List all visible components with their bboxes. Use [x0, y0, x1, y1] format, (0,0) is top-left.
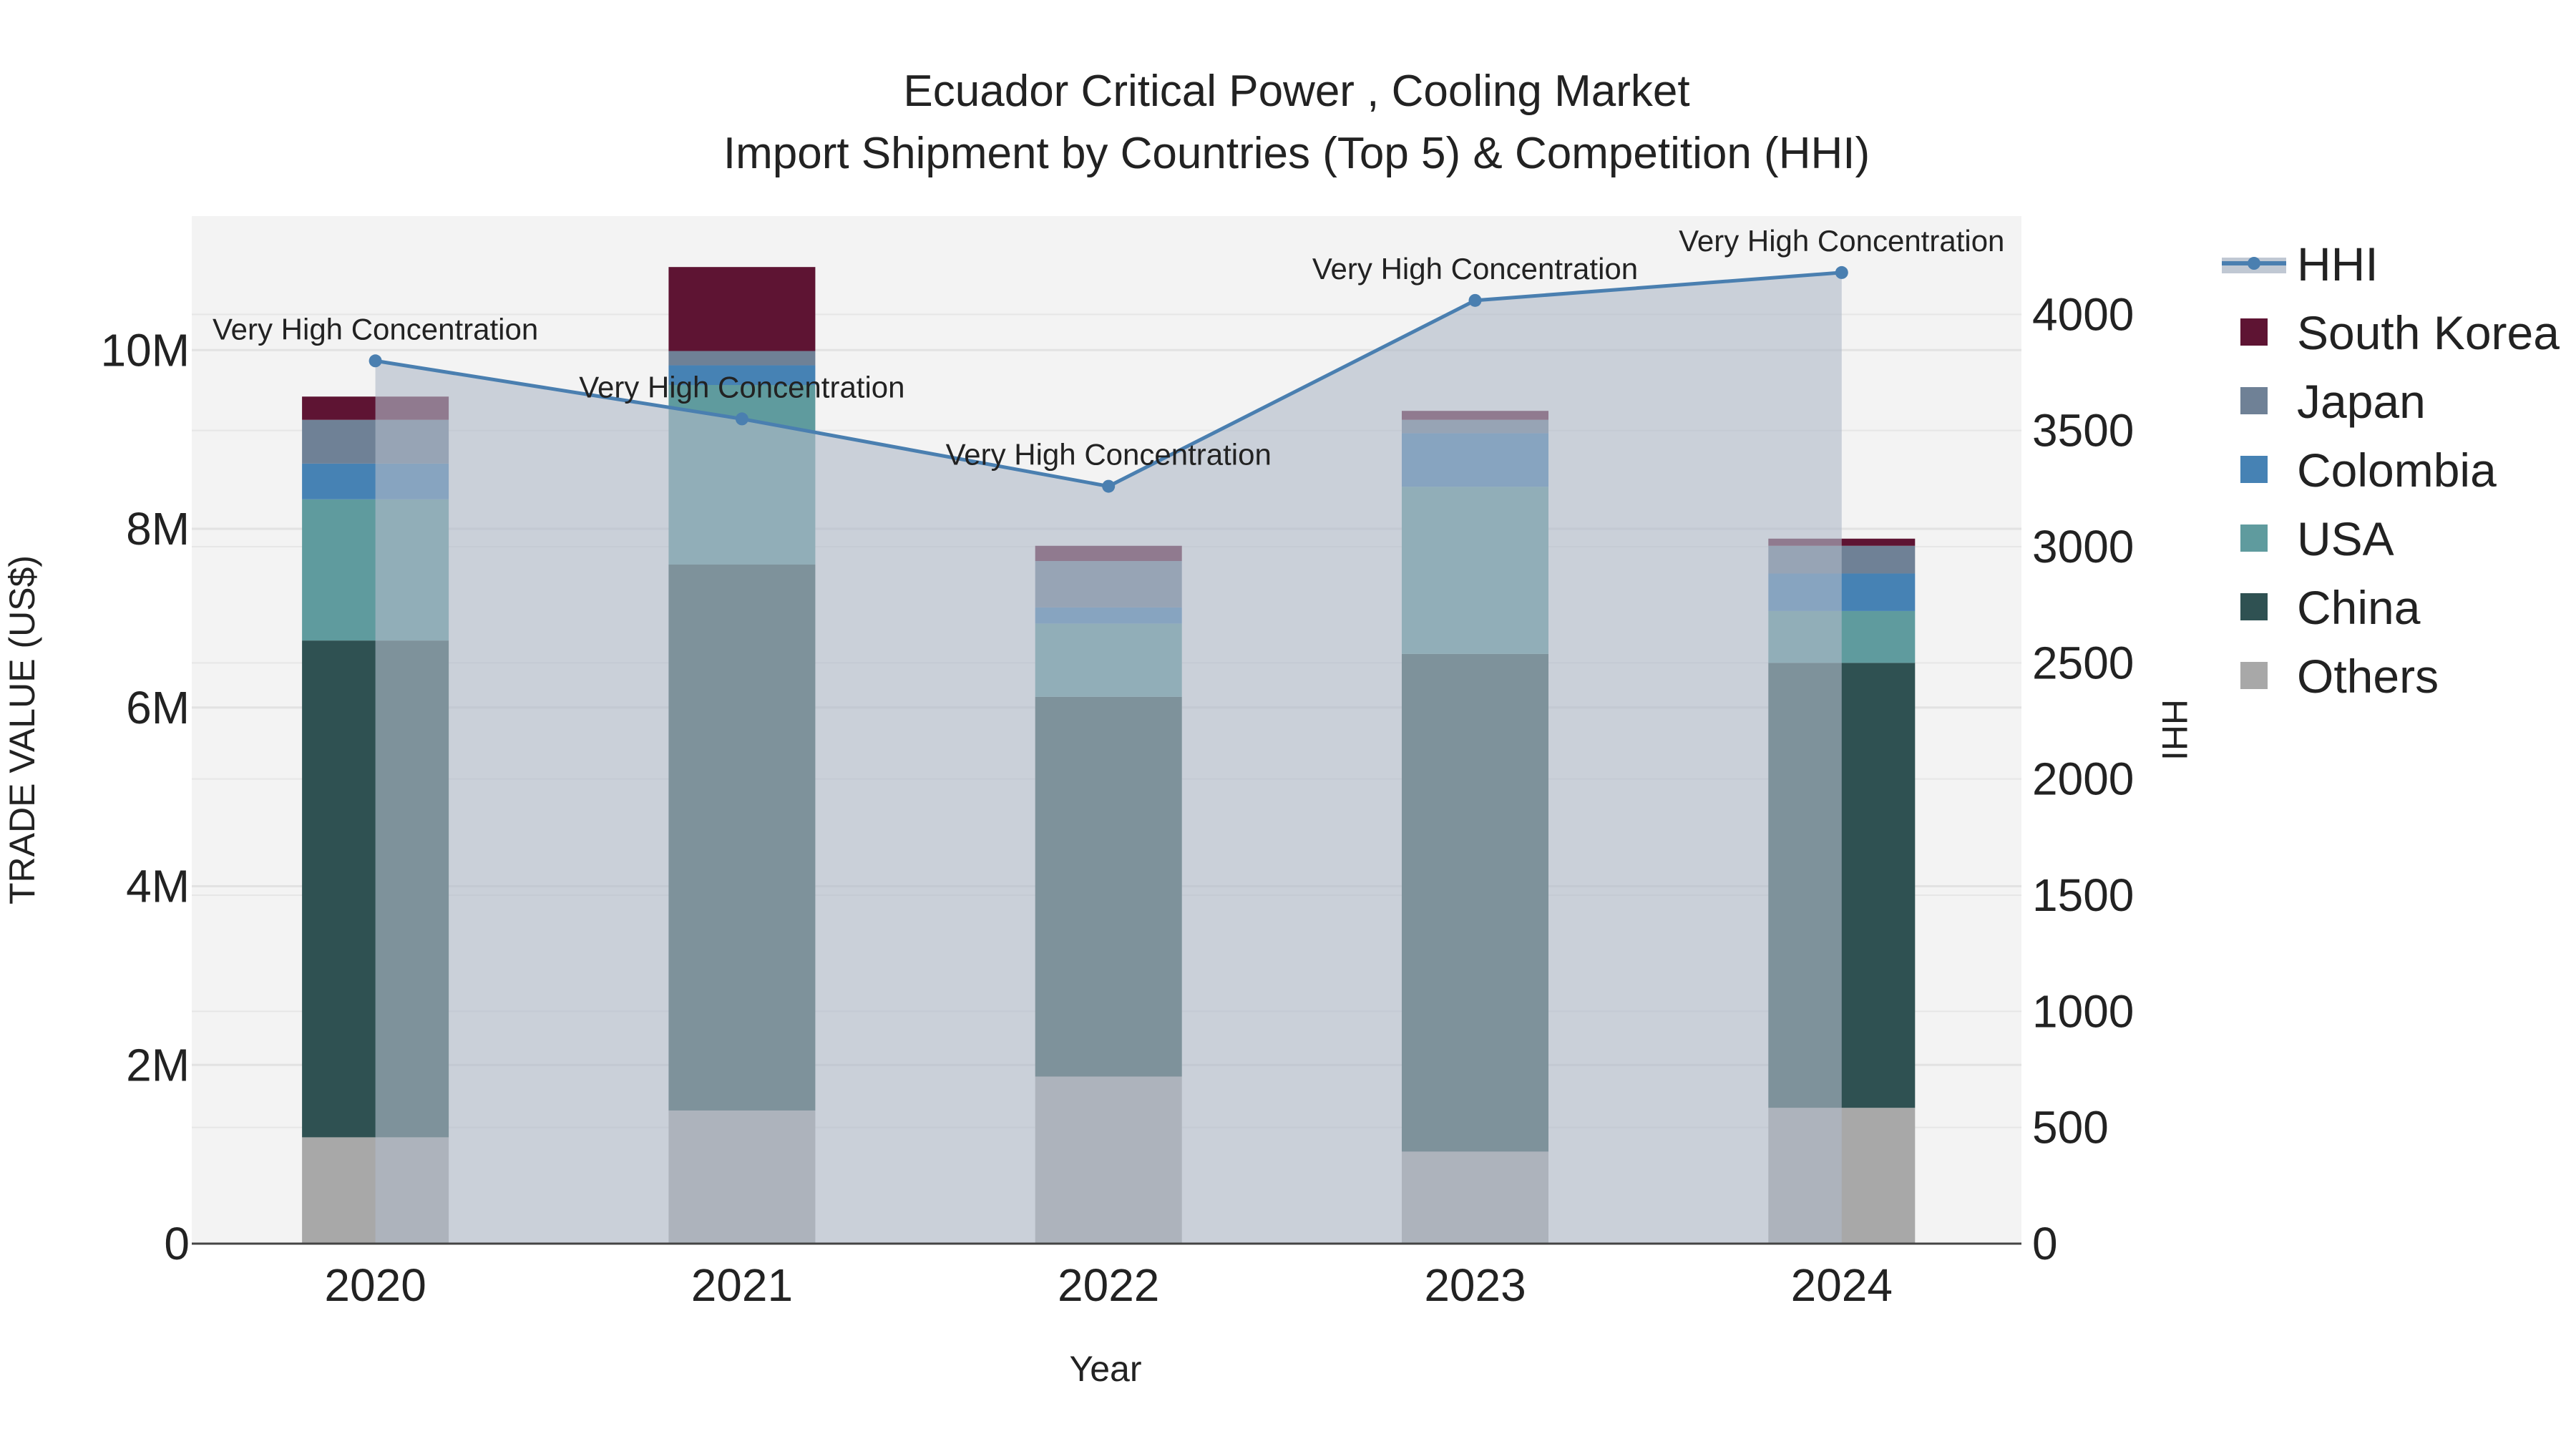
legend-swatch-colombia — [2240, 456, 2268, 483]
annotation-layer: Very High Concentration Very High Concent… — [213, 224, 2004, 472]
chart-subtitle: Import Shipment by Countries (Top 5) & C… — [723, 129, 1870, 178]
x-axis-ticks: 2020 2021 2022 2023 2024 — [324, 1259, 1893, 1311]
hhi-annotation: Very High Concentration — [946, 438, 1272, 472]
y2-tick-label: 1000 — [2032, 985, 2134, 1037]
hhi-annotation: Very High Concentration — [579, 370, 904, 404]
y-tick-label: 6M — [126, 682, 190, 733]
legend-swatch-china — [2240, 593, 2268, 620]
x-axis-title: Year — [1069, 1349, 1141, 1389]
x-tick-label: 2020 — [324, 1259, 426, 1311]
hhi-annotation: Very High Concentration — [213, 312, 538, 346]
legend-swatch-japan — [2240, 387, 2268, 414]
legend-label: Colombia — [2297, 444, 2497, 497]
legend-swatch-south-korea — [2240, 318, 2268, 346]
y2-tick-label: 4000 — [2032, 288, 2134, 340]
x-tick-label: 2023 — [1424, 1259, 1526, 1311]
y2-axis-title: HHI — [2155, 699, 2195, 761]
y2-tick-label: 3000 — [2032, 521, 2134, 572]
y2-axis-ticks: 0 500 1000 1500 2000 2500 3000 3500 4000 — [2032, 288, 2134, 1269]
legend-label: Japan — [2297, 375, 2426, 428]
hhi-annotation: Very High Concentration — [1679, 224, 2004, 258]
hhi-area-layer — [375, 272, 1842, 1244]
y-tick-label: 8M — [126, 503, 190, 555]
y2-tick-label: 2500 — [2032, 637, 2134, 688]
legend-label: Others — [2297, 650, 2439, 703]
y-tick-label: 2M — [126, 1039, 190, 1091]
chart-title: Ecuador Critical Power , Cooling Market — [903, 67, 1689, 116]
hhi-marker — [369, 354, 382, 368]
hhi-marker — [1468, 293, 1482, 307]
y2-tick-label: 500 — [2032, 1102, 2109, 1153]
hhi-line-layer — [369, 265, 1848, 493]
y2-tick-label: 2000 — [2032, 753, 2134, 805]
x-tick-label: 2024 — [1791, 1259, 1893, 1311]
y-axis-ticks: 0 2M 4M 6M 8M 10M — [101, 324, 190, 1269]
legend-label: China — [2297, 581, 2421, 634]
hhi-area — [375, 272, 1842, 1244]
legend-swatch-hhi-marker — [2248, 257, 2260, 270]
y2-tick-label: 3500 — [2032, 405, 2134, 457]
x-tick-label: 2021 — [691, 1259, 793, 1311]
hhi-marker — [1102, 479, 1116, 493]
hhi-marker — [1835, 265, 1848, 279]
y-axis-title: TRADE VALUE (US$) — [2, 555, 42, 904]
legend-swatch-usa — [2240, 525, 2268, 552]
y-tick-label: 0 — [164, 1218, 190, 1269]
legend-swatch-others — [2240, 662, 2268, 689]
y2-tick-label: 0 — [2032, 1218, 2058, 1269]
legend-label: USA — [2297, 512, 2394, 565]
bar-south-korea — [668, 267, 816, 351]
hhi-annotation: Very High Concentration — [1312, 252, 1638, 286]
y-tick-label: 4M — [126, 861, 190, 912]
legend: HHI South Korea Japan Colombia USA China Other… — [2222, 238, 2560, 703]
legend-label: South Korea — [2297, 306, 2560, 359]
x-tick-label: 2022 — [1058, 1259, 1159, 1311]
bar-colombia — [668, 365, 816, 386]
y-tick-label: 10M — [101, 324, 190, 376]
bar-japan — [668, 351, 816, 366]
y2-tick-label: 1500 — [2032, 869, 2134, 921]
hhi-marker — [735, 412, 748, 426]
legend-label: HHI — [2297, 238, 2379, 291]
